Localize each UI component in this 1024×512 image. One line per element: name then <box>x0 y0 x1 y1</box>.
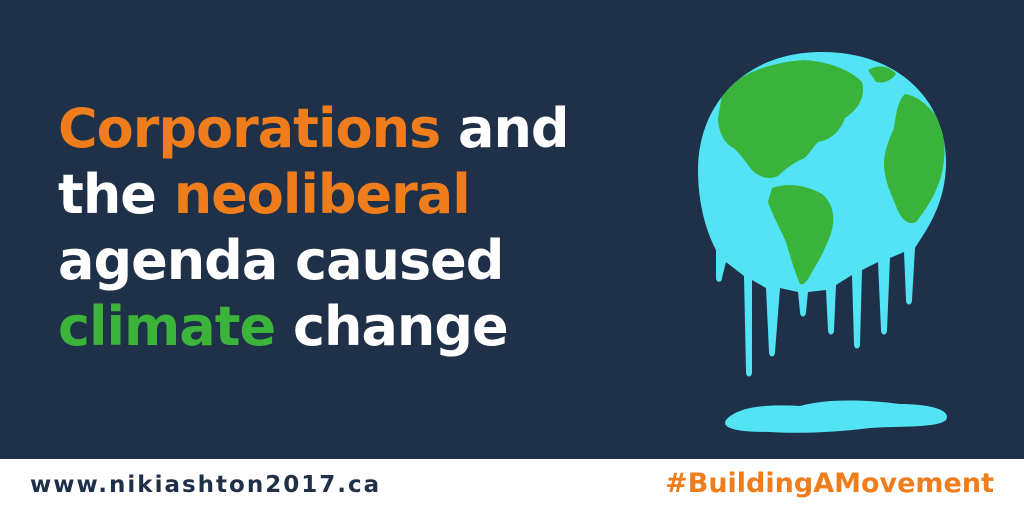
footer-bar <box>0 459 1024 512</box>
highlight-neoliberal: neoliberal <box>173 163 471 226</box>
website-url[interactable]: www.nikiashton2017.ca <box>30 472 382 498</box>
meltwater-puddle <box>725 400 947 433</box>
words-agenda-caused: agenda caused <box>58 229 504 292</box>
headline-line-3: agenda caused <box>58 228 618 294</box>
headline-line-1: Corporations and <box>58 96 618 162</box>
word-change: change <box>275 295 509 358</box>
globe-body <box>698 52 946 377</box>
melting-globe-icon <box>698 52 947 433</box>
headline-line-2: the neoliberal <box>58 162 618 228</box>
word-the: the <box>58 163 174 226</box>
continents <box>718 60 945 285</box>
word-and: and <box>440 97 570 160</box>
hashtag: #BuildingAMovement <box>665 468 994 499</box>
headline: Corporations and the neoliberal agenda c… <box>58 96 618 360</box>
headline-line-4: climate change <box>58 294 618 360</box>
highlight-climate: climate <box>58 295 276 358</box>
highlight-corporations: Corporations <box>58 97 441 160</box>
